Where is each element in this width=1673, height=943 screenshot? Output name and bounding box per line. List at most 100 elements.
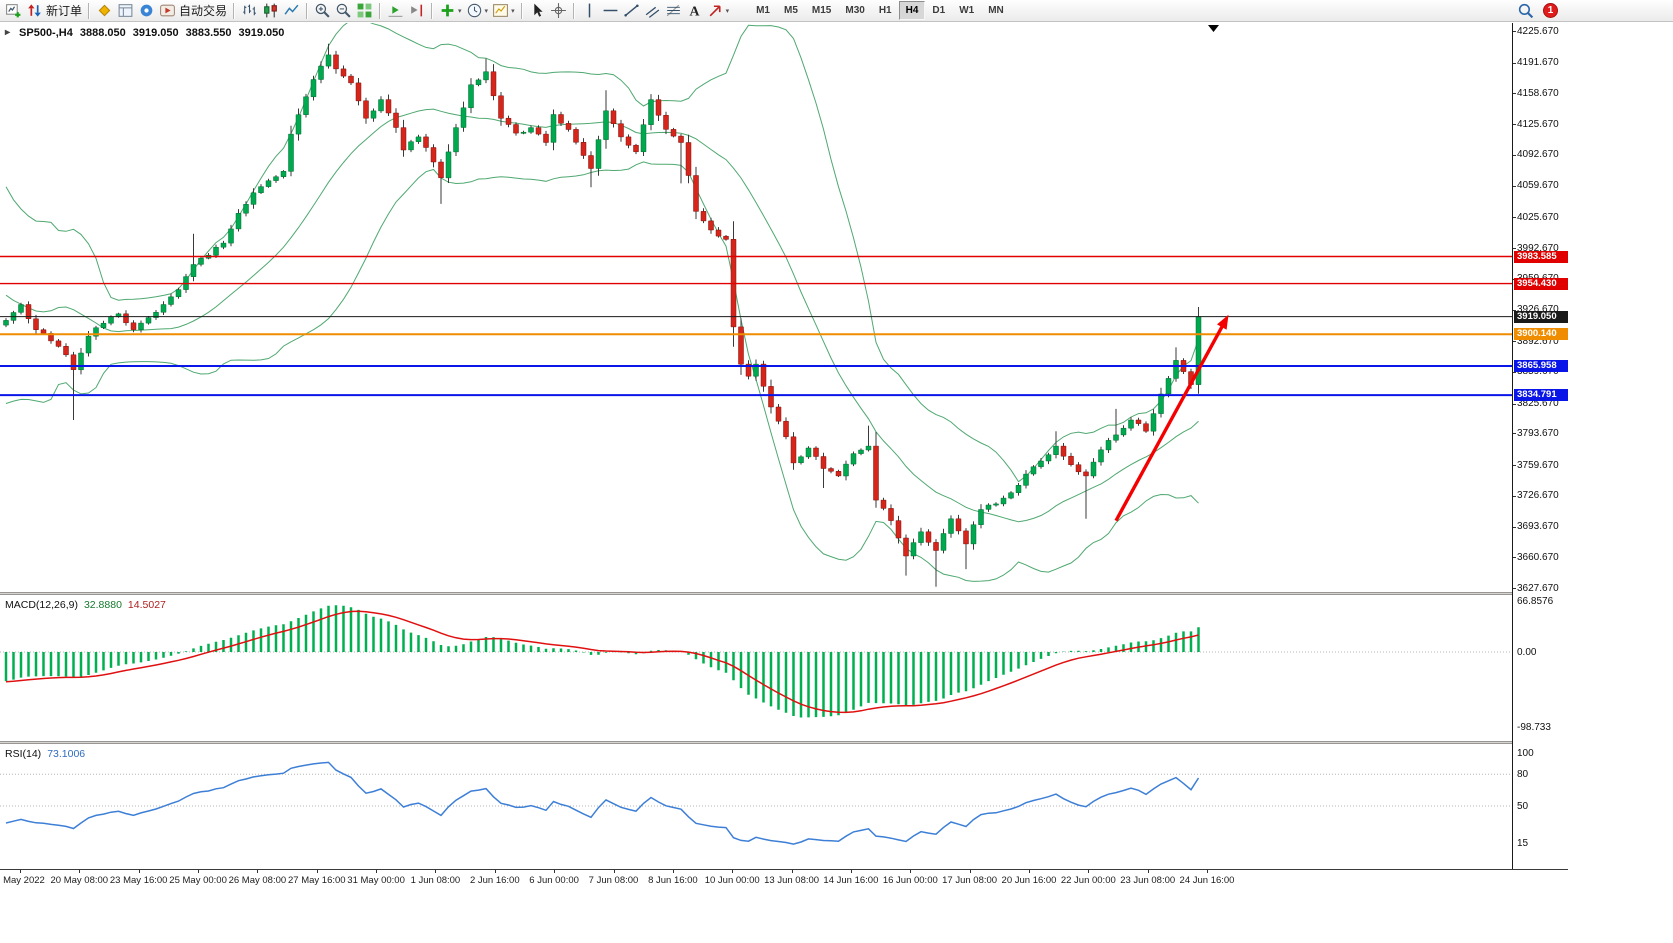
tile-windows-button[interactable] [354,1,375,21]
price-scale[interactable]: 4225.670 4191.670 4158.670 4125.670 4092.670… [1512,23,1568,869]
autotrade-icon [160,4,175,17]
templates-button[interactable]: ▾ [490,1,517,21]
trendline-button[interactable] [621,1,642,21]
timeframe-m15-button[interactable]: M15 [811,5,832,16]
price-tickmark [1513,124,1516,126]
price-tickmark [1513,465,1516,467]
time-tickmark [791,870,793,873]
svg-text:A: A [689,3,699,18]
one-click-trading-arrow[interactable]: ▸ [5,27,11,38]
fibonacci-button[interactable] [663,1,684,21]
price-tick-label: 3793.670 [1517,427,1559,439]
price-tick-label: 4158.670 [1517,87,1559,99]
time-tick-label: 8 Jun 16:00 [648,875,698,886]
trend-arrow[interactable] [1114,314,1229,522]
time-tickmark [79,870,81,873]
horizontal-line-button[interactable] [600,1,621,21]
new-order-button[interactable]: 新订单 [24,1,84,21]
new-order-icon [28,4,41,17]
autotrade-button[interactable]: 自动交易 [157,1,229,21]
price-tick-label: 3926.670 [1517,304,1559,315]
panel-splitter[interactable] [0,741,1568,744]
market-watch-button[interactable] [115,1,136,21]
chart-line-button[interactable] [281,1,302,21]
macd-panel[interactable] [0,595,1512,741]
time-tick-label: 26 May 08:00 [228,875,287,886]
new-chart-icon [6,4,21,18]
panel-splitter[interactable] [0,592,1568,595]
crosshair-button[interactable] [548,1,569,21]
main-price-chart[interactable] [0,23,1512,592]
timeframe-w1-button[interactable]: W1 [959,5,975,16]
rsi-panel[interactable] [0,744,1512,869]
time-tickmark [198,870,200,873]
periods-button[interactable]: ▾ [464,1,491,21]
arrows-button[interactable]: ▾ [705,1,732,21]
navigator-button[interactable] [136,1,157,21]
price-tickmark [1513,403,1516,405]
cursor-button[interactable] [527,1,548,21]
chart-shift-button[interactable] [406,1,427,21]
auto-scroll-icon [388,6,403,17]
timeframe-m30-button[interactable]: M30 [845,5,865,16]
price-tickmark [1513,309,1516,311]
toolbar-separator [233,2,236,19]
price-tick-label: 3693.670 [1517,521,1559,532]
notification-badge[interactable]: 1 [1543,3,1558,18]
timeframe-d1-button[interactable]: D1 [932,5,946,16]
vertical-line-button[interactable] [579,1,600,21]
search-button[interactable] [1515,1,1536,21]
timeframe-m5-button[interactable]: M5 [784,5,798,16]
time-axis[interactable]: 9 May 2022 20 May 08:00 23 May 16:00 25 May… [0,869,1568,889]
timeframe-mn-button[interactable]: MN [988,5,1004,16]
new-chart-button[interactable] [3,1,24,21]
time-tick-label: 31 May 00:00 [347,875,405,886]
toolbar-separator [379,2,382,19]
timeframe-m1-button[interactable]: M1 [756,5,770,16]
time-tick-label: 22 Jun 00:00 [1060,875,1116,886]
macd-axis-label: -98.733 [1517,722,1551,733]
text-button[interactable]: A [684,1,705,21]
price-tick-label: 3627.670 [1517,582,1559,594]
auto-scroll-button[interactable] [385,1,406,21]
price-tick-label: 4225.670 [1517,25,1559,37]
time-tick-label: 20 Jun 16:00 [1001,875,1057,886]
fibonacci-icon [666,4,680,17]
price-level-badge: 3834.791 [1514,389,1568,402]
rsi-axis-label: 100 [1517,748,1534,759]
time-tick-label: 23 Jun 08:00 [1120,875,1176,886]
toolbar: 新订单 自动交易 ▾ ▾ ▾ A ▾ M1 M5 M15 M30 H1 H4 D1 W1 MN 1 [0,0,1673,22]
toolbar-separator [88,2,91,19]
price-level-badge: 3983.585 [1514,250,1568,263]
metaeditor-button[interactable] [94,1,115,21]
macd-histogram [4,605,1200,718]
chart-bars-button[interactable] [239,1,260,21]
price-tickmark [1513,62,1516,64]
rsi-axis-label: 15 [1517,838,1529,850]
chart-shift-marker[interactable] [1208,25,1219,32]
time-tick-label: 9 May 2022 [0,875,45,886]
market-watch-icon [118,4,133,17]
channel-button[interactable] [642,1,663,21]
price-level-badge: 3865.958 [1514,360,1568,372]
timeframe-h1-button[interactable]: H1 [878,5,892,16]
trendline-icon [623,4,639,17]
time-tick-label: 23 May 16:00 [109,875,168,886]
indicators-button[interactable]: ▾ [437,1,464,21]
time-tick-label: 17 Jun 08:00 [942,875,998,886]
price-tick-label: 4125.670 [1517,118,1559,130]
chart-candles-icon [264,3,277,18]
price-tick-label: 4191.670 [1517,57,1559,69]
time-tickmark [850,870,852,873]
price-tickmark [1513,495,1516,497]
zoom-in-button[interactable] [312,1,333,21]
chart-line-icon [284,4,299,15]
price-tickmark [1513,371,1516,373]
search-icon [1518,3,1534,19]
timeframe-h4-button[interactable]: H4 [898,1,926,20]
chart-candles-button[interactable] [260,1,281,21]
time-tick-label: 2 Jun 16:00 [469,875,520,886]
time-tickmark [316,870,318,873]
zoom-out-button[interactable] [333,1,354,21]
